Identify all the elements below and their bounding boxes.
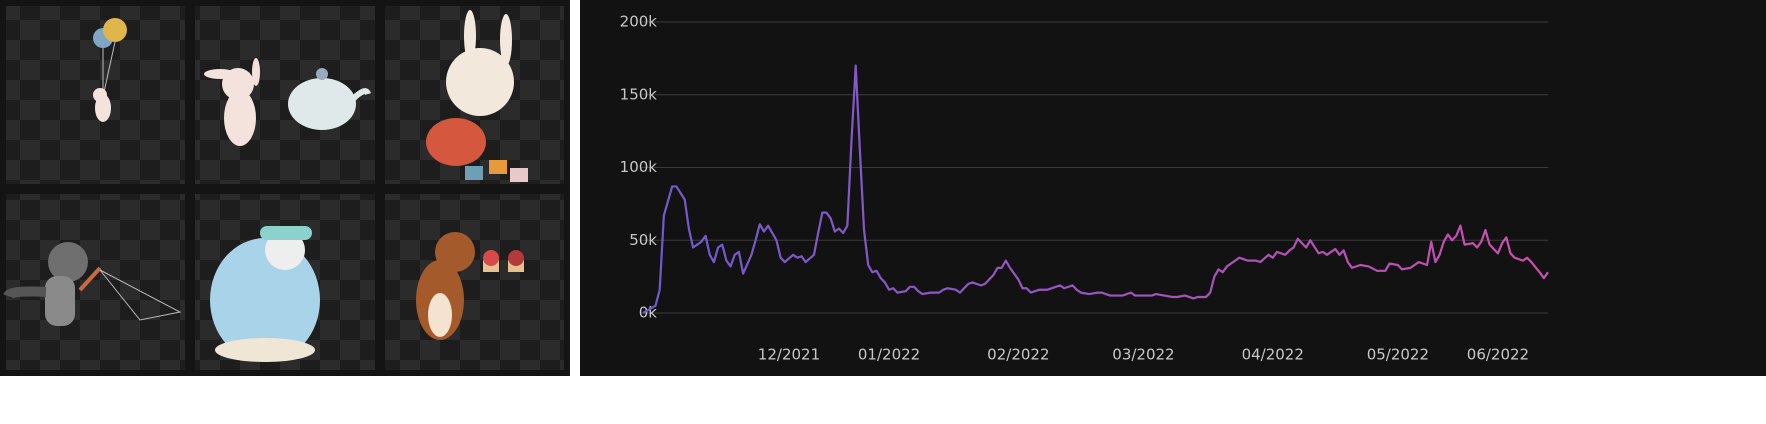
y-tick-label: 100k bbox=[620, 158, 658, 176]
bunny-teapot bbox=[204, 58, 371, 146]
chart-background bbox=[580, 0, 1766, 376]
bear-cupcakes bbox=[416, 232, 524, 340]
sticker-panel bbox=[0, 0, 570, 376]
bath-panda bbox=[210, 226, 320, 362]
x-tick-label: 04/2022 bbox=[1242, 346, 1304, 364]
x-tick-label: 06/2022 bbox=[1467, 346, 1529, 364]
y-tick-label: 150k bbox=[620, 85, 658, 103]
balloon-bunny bbox=[93, 18, 127, 122]
x-tick-label: 12/2021 bbox=[758, 346, 820, 364]
x-tick-label: 05/2022 bbox=[1367, 346, 1429, 364]
tile[interactable] bbox=[385, 194, 564, 370]
y-tick-label: 50k bbox=[629, 231, 657, 249]
tile[interactable] bbox=[6, 194, 185, 370]
bunny-kettle bbox=[426, 10, 528, 182]
x-tick-label: 01/2022 bbox=[858, 346, 920, 364]
line bbox=[642, 64, 1549, 314]
x-tick-label: 02/2022 bbox=[987, 346, 1049, 364]
raccoon bbox=[3, 242, 182, 326]
y-tick-label: 200k bbox=[620, 13, 658, 31]
x-tick-label: 03/2022 bbox=[1112, 346, 1174, 364]
